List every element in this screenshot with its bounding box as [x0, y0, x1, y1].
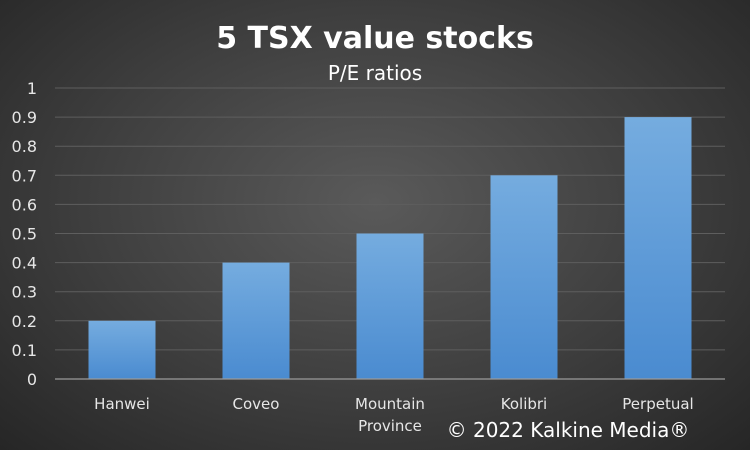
bar-perpetual	[624, 117, 692, 379]
x-tick-label: Coveo	[233, 395, 280, 413]
y-tick-label: 0.5	[12, 225, 37, 244]
y-tick-label: 0.7	[12, 166, 37, 185]
y-tick-label: 0.9	[12, 108, 37, 127]
y-tick-label: 0	[27, 370, 37, 389]
y-tick-label: 0.3	[12, 283, 37, 302]
x-tick-label: Mountain Province	[355, 395, 425, 435]
x-tick-label: Hanwei	[94, 395, 150, 413]
bar-hanwei	[88, 320, 156, 379]
chart-subtitle: P/E ratios	[328, 61, 422, 85]
bars	[88, 117, 692, 379]
x-tick-label: Perpetual	[622, 395, 693, 413]
y-tick-label: 0.1	[12, 341, 37, 360]
copyright-text: © 2022 Kalkine Media®	[447, 418, 690, 442]
y-tick-label: 0.4	[12, 254, 37, 273]
chart-title: 5 TSX value stocks	[216, 21, 534, 56]
x-axis-labels: Hanwei Coveo Mountain Province Kolibri Perpet…	[94, 395, 694, 435]
y-tick-label: 0.6	[12, 195, 37, 214]
bar-coveo	[222, 262, 290, 379]
x-tick-label: Kolibri	[501, 395, 547, 413]
y-tick-label: 0.8	[12, 137, 37, 156]
y-axis-ticks: 0 0.1 0.2 0.3 0.4 0.5 0.6 0.7 0.8 0.9 1	[12, 79, 37, 389]
bar-kolibri	[490, 175, 558, 379]
y-tick-label: 0.2	[12, 312, 37, 331]
y-tick-label: 1	[27, 79, 37, 98]
bar-mountain-province	[356, 233, 424, 379]
